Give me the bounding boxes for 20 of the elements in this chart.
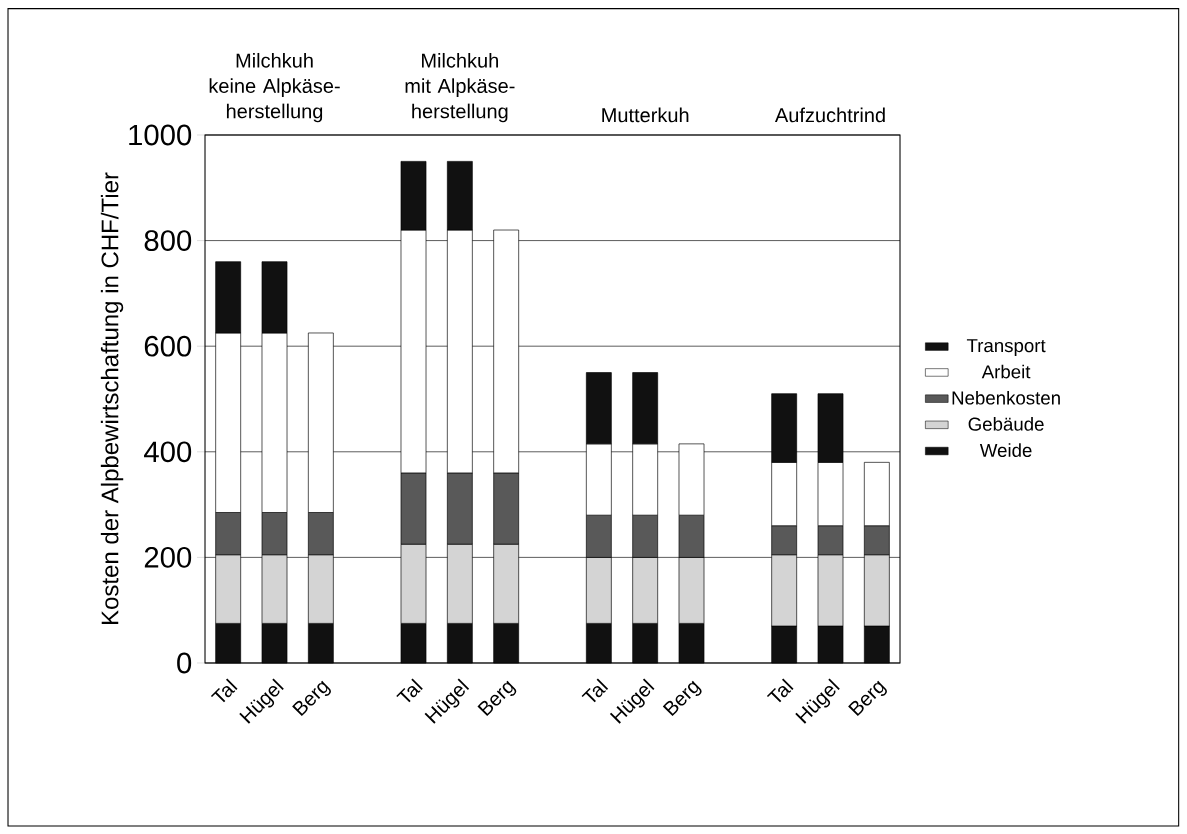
y-tick-label: 800 [144,230,192,251]
legend-label: Arbeit [981,364,1031,379]
y-tick-label: 600 [144,335,192,357]
y-tick-label: 400 [144,441,192,463]
y-tick-label: 0 [177,652,192,674]
text: Mutterkuh [602,107,689,123]
legend-label: Gebäude [968,417,1044,431]
text: Aufzuchtrind [774,107,885,123]
y-tick-label: 200 [144,546,192,568]
x-tick-label: Tal [396,678,423,703]
y-tick-label: 1000 [129,124,192,146]
x-tick-label: Tal [766,678,794,703]
y-axis-title: Kosten der Alpbewirtschaftung in CHF/Tier [100,172,124,625]
text: Milchkuh keine Alpkäse-herstellung [209,52,340,123]
legend-label: Weide [979,443,1032,457]
legend-label: Transport [966,339,1046,356]
x-tick-label: Tal [210,678,238,703]
legend-label: Nebenkosten [952,390,1060,405]
x-tick-label: Tal [581,678,609,703]
text: Milchkuh mit Alpkäse-herstellung [405,52,515,123]
